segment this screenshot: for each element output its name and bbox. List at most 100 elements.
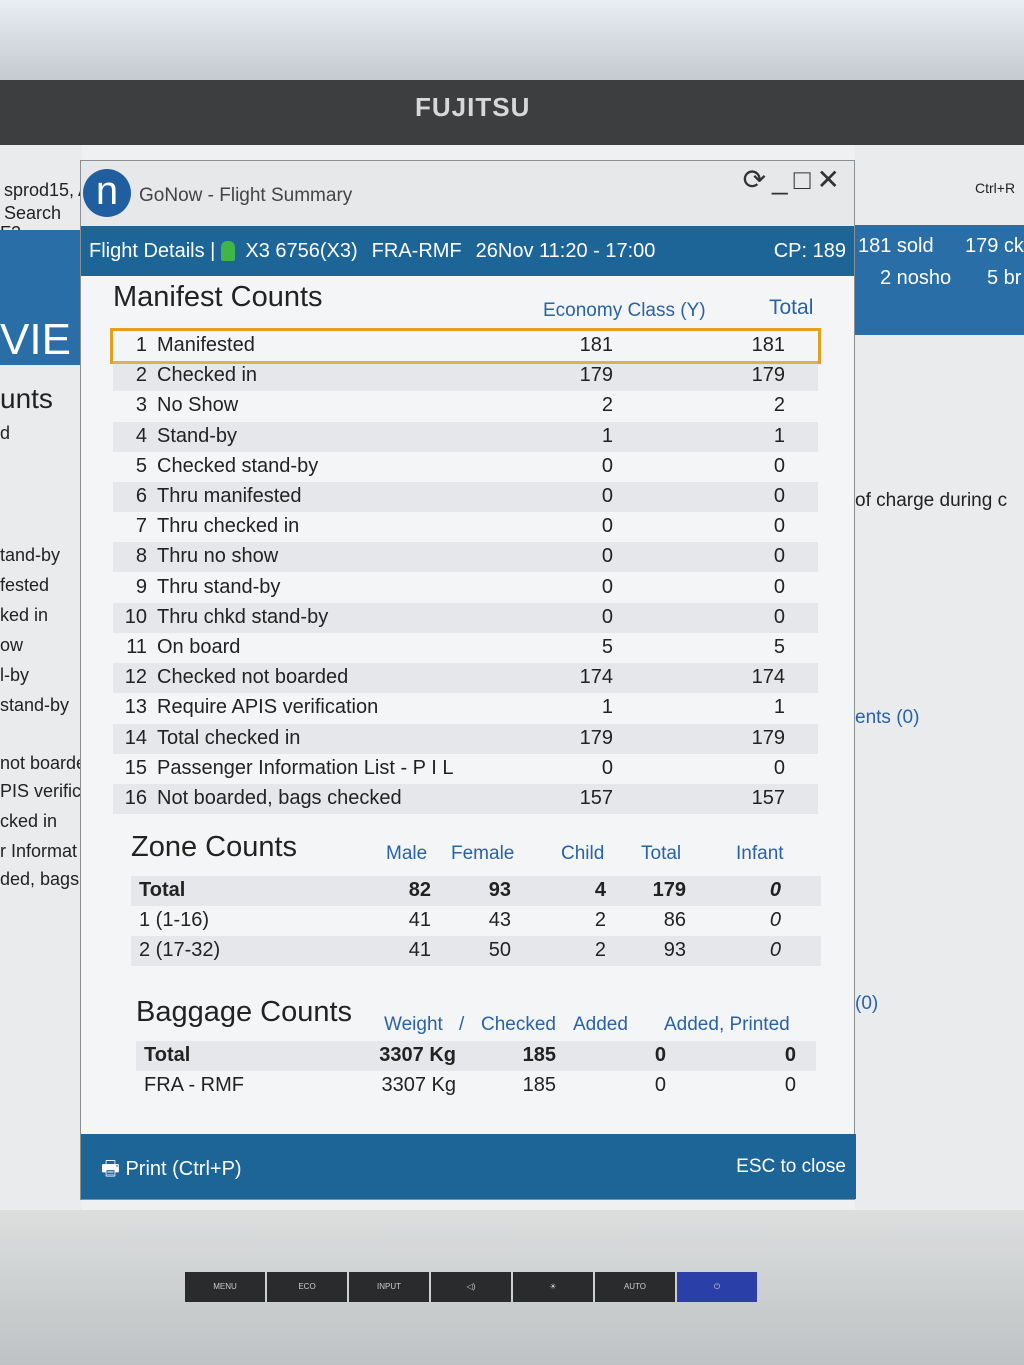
zone-value: 93 <box>663 939 686 961</box>
manifest-row[interactable]: 5 Checked stand-by 0 0 <box>113 452 818 482</box>
manifest-row[interactable]: 9 Thru stand-by 0 0 <box>113 573 818 603</box>
row-label: Thru checked in <box>157 515 300 538</box>
zone-label: Total <box>139 879 186 901</box>
manifest-row[interactable]: 8 Thru no show 0 0 <box>113 542 818 573</box>
section-title: Manifest Counts <box>113 281 323 313</box>
row-number: 14 <box>124 726 147 749</box>
bg-text: PIS verific <box>0 781 82 801</box>
manifest-row[interactable]: 3 No Show 2 2 <box>113 391 818 421</box>
row-label: Checked in <box>157 364 258 387</box>
row-number: 1 <box>135 334 147 356</box>
row-label: Thru no show <box>157 545 279 568</box>
manifest-row[interactable]: 15 Passenger Information List - P I L 0 0 <box>113 754 818 784</box>
zone-label: 1 (1-16) <box>139 909 210 931</box>
window-title: GoNow - Flight Summary <box>139 185 353 206</box>
refresh-icon[interactable]: ⟳ <box>742 164 773 195</box>
row-number: 15 <box>124 756 147 779</box>
dialog-footer: 🖶 Print (Ctrl+P) ESC to close <box>81 1134 856 1199</box>
monitor-button[interactable]: MENU <box>185 1272 265 1302</box>
zone-row: Total 82 93 4 179 0 <box>131 876 821 906</box>
row-number: 11 <box>126 636 147 658</box>
bg-text: 179 ck <box>965 235 1024 257</box>
row-label: Not boarded, bags checked <box>157 787 402 809</box>
manifest-row[interactable]: 4 Stand-by 1 1 <box>113 421 818 452</box>
bg-text: ded, bags c <box>0 869 94 889</box>
row-number: 16 <box>124 787 147 809</box>
zone-value: 50 <box>488 939 511 961</box>
column-header: Added, Printed <box>664 1014 790 1035</box>
zone-row: 2 (17-32) 41 50 2 93 0 <box>131 936 821 966</box>
row-number: 9 <box>135 575 147 598</box>
bg-text: of charge during c <box>855 490 1008 511</box>
bg-text: 181 sold <box>858 235 934 257</box>
total-count: 1 <box>773 424 785 447</box>
row-number: 13 <box>124 696 147 719</box>
monitor-button[interactable]: ◁) <box>431 1272 511 1302</box>
economy-count: 179 <box>579 364 613 387</box>
baggage-row: Total 3307 Kg 185 0 0 <box>136 1041 816 1071</box>
toolbar-ctrl-r[interactable]: Ctrl+R <box>975 180 1016 196</box>
manifest-row[interactable]: 10 Thru chkd stand-by 0 0 <box>113 602 818 633</box>
bg-text: fested <box>0 575 50 595</box>
printer-icon: 🖶 <box>101 1158 120 1180</box>
baggage-value: 0 <box>784 1074 796 1096</box>
economy-count: 181 <box>579 334 613 356</box>
row-label: Thru stand-by <box>157 575 281 598</box>
bg-text: not boarde <box>0 753 87 773</box>
close-button[interactable]: ✕ <box>816 164 846 195</box>
row-label: Total checked in <box>157 726 301 749</box>
total-count: 0 <box>773 605 785 628</box>
row-number: 2 <box>135 364 147 387</box>
monitor-button[interactable]: INPUT <box>349 1272 429 1302</box>
economy-count: 0 <box>601 485 613 507</box>
background-ceiling <box>0 0 1024 90</box>
manifest-row[interactable]: 16 Not boarded, bags checked 157 157 <box>113 784 818 814</box>
manifest-row[interactable]: 13 Require APIS verification 1 1 <box>113 693 818 723</box>
zone-value: 93 <box>488 879 511 901</box>
baggage-value: 0 <box>654 1044 666 1066</box>
zone-value: 43 <box>488 909 511 931</box>
manifest-row[interactable]: 11 On board 5 5 <box>113 633 818 663</box>
manifest-row[interactable]: 2 Checked in 179 179 <box>113 361 818 392</box>
zone-value: 2 <box>594 909 606 931</box>
window-controls: ⟳_□✕ <box>743 163 846 196</box>
background-blue-panel-right: 181 sold 179 ck 2 nosho 5 br <box>855 225 1024 335</box>
flight-number: X3 6756(X3) <box>245 239 358 262</box>
monitor-button[interactable]: ⏻ <box>677 1272 757 1302</box>
minimize-button[interactable]: _ <box>772 164 794 195</box>
manifest-row[interactable]: 1 Manifested 181 181 <box>110 328 821 364</box>
total-count: 0 <box>773 515 785 538</box>
monitor-button[interactable]: AUTO <box>595 1272 675 1302</box>
row-number: 8 <box>135 545 147 568</box>
economy-count: 0 <box>601 605 613 628</box>
bg-text[interactable]: Search <box>4 203 62 223</box>
manifest-row[interactable]: 14 Total checked in 179 179 <box>113 723 818 754</box>
manifest-row[interactable]: 6 Thru manifested 0 0 <box>113 482 818 512</box>
baggage-value: 3307 Kg <box>379 1044 456 1066</box>
maximize-button[interactable]: □ <box>793 164 817 195</box>
total-count: 5 <box>773 636 785 658</box>
baggage-value: 0 <box>654 1074 666 1096</box>
economy-count: 1 <box>601 424 613 447</box>
manifest-row[interactable]: 12 Checked not boarded 174 174 <box>113 663 818 694</box>
date-time: 26Nov 11:20 - 17:00 <box>475 239 656 262</box>
row-label: Manifested <box>157 334 255 356</box>
zone-row: 1 (1-16) 41 43 2 86 0 <box>131 906 821 936</box>
route: FRA-RMF <box>371 239 462 262</box>
column-header: Total <box>769 296 814 319</box>
bg-text: l-by <box>0 665 30 685</box>
economy-count: 5 <box>601 636 613 658</box>
column-header: Total <box>641 843 682 864</box>
total-count: 2 <box>773 394 785 417</box>
total-count: 1 <box>773 696 785 719</box>
print-label: Print (Ctrl+P) <box>125 1158 242 1180</box>
baggage-value: 185 <box>522 1044 556 1066</box>
monitor-button[interactable]: ☀ <box>513 1272 593 1302</box>
manifest-row[interactable]: 7 Thru checked in 0 0 <box>113 512 818 542</box>
print-button[interactable]: 🖶 Print (Ctrl+P) <box>101 1154 242 1188</box>
bg-text: ow <box>0 635 24 655</box>
row-number: 10 <box>124 605 147 628</box>
monitor-button[interactable]: ECO <box>267 1272 347 1302</box>
background-blue-panel-left <box>0 230 82 365</box>
economy-count: 0 <box>601 454 613 477</box>
